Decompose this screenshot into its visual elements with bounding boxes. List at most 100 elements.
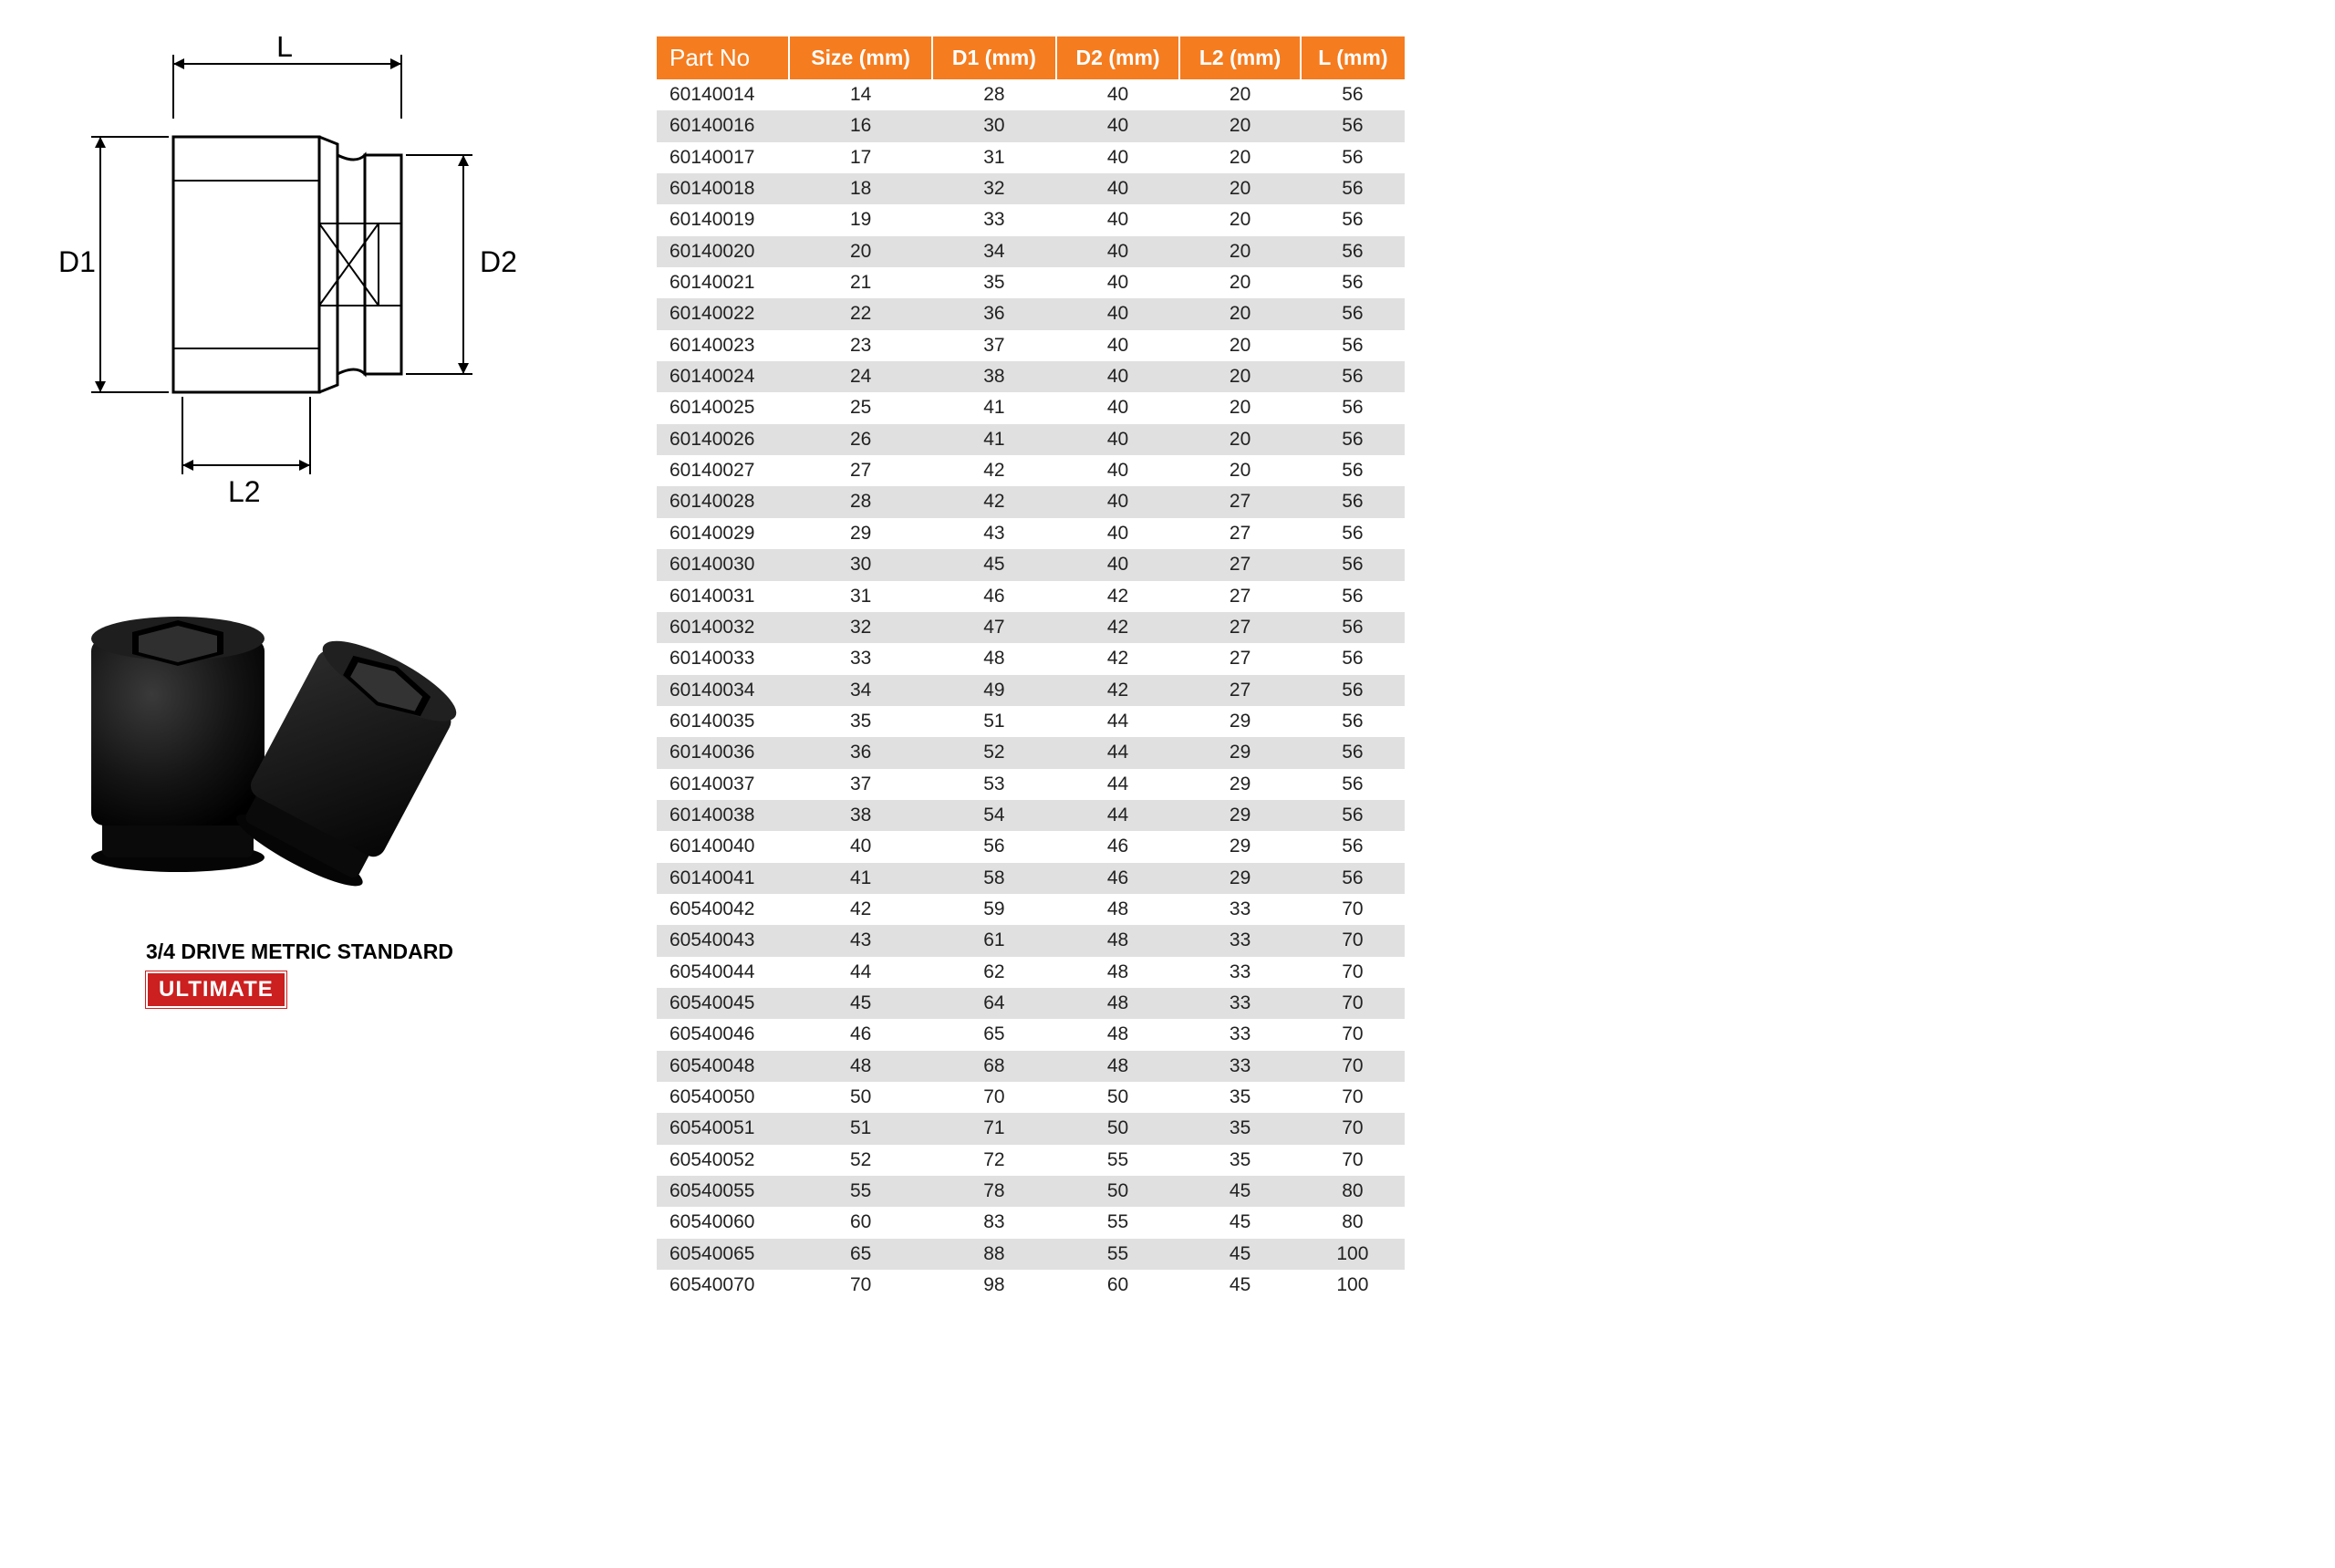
table-cell: 48 <box>1056 957 1180 988</box>
table-row: 601400292943402756 <box>657 518 1405 549</box>
table-cell: 29 <box>1179 863 1300 894</box>
ultimate-badge: ULTIMATE <box>146 971 286 1008</box>
table-cell: 60140031 <box>657 581 789 612</box>
table-cell: 41 <box>789 863 932 894</box>
table-cell: 33 <box>789 643 932 674</box>
table-cell: 48 <box>1056 894 1180 925</box>
table-cell: 60140035 <box>657 706 789 737</box>
table-row: 601400303045402756 <box>657 549 1405 580</box>
table-cell: 53 <box>932 769 1056 800</box>
table-row: 601400161630402056 <box>657 110 1405 141</box>
table-cell: 38 <box>789 800 932 831</box>
table-cell: 33 <box>932 204 1056 235</box>
table-cell: 65 <box>932 1019 1056 1050</box>
table-cell: 78 <box>932 1176 1056 1207</box>
table-cell: 29 <box>1179 831 1300 862</box>
table-row: 605400525272553570 <box>657 1145 1405 1176</box>
table-cell: 41 <box>932 392 1056 423</box>
table-cell: 65 <box>789 1239 932 1270</box>
table-cell: 60140040 <box>657 831 789 862</box>
table-row: 601400272742402056 <box>657 455 1405 486</box>
table-cell: 27 <box>1179 518 1300 549</box>
table-cell: 40 <box>1056 486 1180 517</box>
table-cell: 60140028 <box>657 486 789 517</box>
table-cell: 47 <box>932 612 1056 643</box>
table-cell: 40 <box>1056 455 1180 486</box>
table-cell: 40 <box>1056 173 1180 204</box>
label-D1: D1 <box>58 245 96 278</box>
table-row: 601400141428402056 <box>657 79 1405 110</box>
table-cell: 56 <box>1301 298 1405 329</box>
table-cell: 56 <box>1301 79 1405 110</box>
table-cell: 60140033 <box>657 643 789 674</box>
table-cell: 33 <box>1179 988 1300 1019</box>
table-cell: 20 <box>789 236 932 267</box>
table-cell: 44 <box>789 957 932 988</box>
table-cell: 34 <box>932 236 1056 267</box>
spec-table: Part No Size (mm) D1 (mm) D2 (mm) L2 (mm… <box>657 36 1405 1301</box>
table-cell: 40 <box>1056 110 1180 141</box>
table-cell: 56 <box>1301 581 1405 612</box>
col-size: Size (mm) <box>789 36 932 79</box>
table-cell: 40 <box>1056 236 1180 267</box>
table-cell: 20 <box>1179 298 1300 329</box>
table-cell: 28 <box>789 486 932 517</box>
table-cell: 27 <box>1179 486 1300 517</box>
table-cell: 36 <box>932 298 1056 329</box>
table-cell: 20 <box>1179 424 1300 455</box>
table-cell: 71 <box>932 1113 1056 1144</box>
table-cell: 20 <box>1179 173 1300 204</box>
table-cell: 37 <box>932 330 1056 361</box>
table-cell: 29 <box>1179 769 1300 800</box>
table-cell: 70 <box>1301 1082 1405 1113</box>
table-row: 601400313146422756 <box>657 581 1405 612</box>
table-cell: 60140017 <box>657 142 789 173</box>
table-cell: 59 <box>932 894 1056 925</box>
table-cell: 68 <box>932 1051 1056 1082</box>
table-cell: 70 <box>932 1082 1056 1113</box>
table-cell: 61 <box>932 925 1056 956</box>
table-cell: 60140034 <box>657 675 789 706</box>
table-cell: 17 <box>789 142 932 173</box>
table-cell: 60140029 <box>657 518 789 549</box>
table-cell: 50 <box>1056 1082 1180 1113</box>
table-cell: 60540055 <box>657 1176 789 1207</box>
table-row: 601400343449422756 <box>657 675 1405 706</box>
table-cell: 40 <box>1056 549 1180 580</box>
table-row: 601400414158462956 <box>657 863 1405 894</box>
table-cell: 42 <box>1056 581 1180 612</box>
table-cell: 70 <box>1301 957 1405 988</box>
table-cell: 60140041 <box>657 863 789 894</box>
table-cell: 60140021 <box>657 267 789 298</box>
table-cell: 56 <box>1301 737 1405 768</box>
table-cell: 20 <box>1179 455 1300 486</box>
table-cell: 60140019 <box>657 204 789 235</box>
table-cell: 34 <box>789 675 932 706</box>
table-cell: 50 <box>1056 1176 1180 1207</box>
table-cell: 33 <box>1179 1019 1300 1050</box>
table-cell: 40 <box>1056 330 1180 361</box>
col-d1: D1 (mm) <box>932 36 1056 79</box>
table-cell: 56 <box>1301 142 1405 173</box>
table-cell: 56 <box>1301 361 1405 392</box>
table-row: 601400222236402056 <box>657 298 1405 329</box>
table-cell: 27 <box>1179 612 1300 643</box>
table-cell: 30 <box>932 110 1056 141</box>
table-cell: 60540050 <box>657 1082 789 1113</box>
table-cell: 27 <box>1179 581 1300 612</box>
table-row: 605400464665483370 <box>657 1019 1405 1050</box>
col-l2: L2 (mm) <box>1179 36 1300 79</box>
table-cell: 42 <box>1056 643 1180 674</box>
table-row: 601400242438402056 <box>657 361 1405 392</box>
table-cell: 45 <box>789 988 932 1019</box>
table-row: 601400373753442956 <box>657 769 1405 800</box>
table-cell: 33 <box>1179 925 1300 956</box>
table-cell: 45 <box>1179 1207 1300 1238</box>
table-cell: 28 <box>932 79 1056 110</box>
table-cell: 56 <box>1301 455 1405 486</box>
table-cell: 48 <box>1056 925 1180 956</box>
table-cell: 60540060 <box>657 1207 789 1238</box>
table-cell: 20 <box>1179 361 1300 392</box>
table-cell: 32 <box>932 173 1056 204</box>
table-cell: 56 <box>1301 424 1405 455</box>
